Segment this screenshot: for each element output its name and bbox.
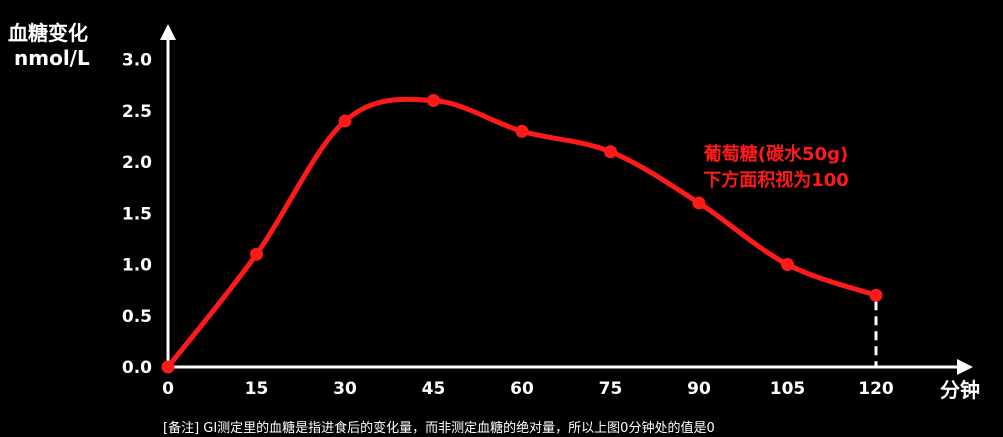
- series-line-glucose: [165, 96, 879, 370]
- x-tick-label: 45: [422, 379, 446, 399]
- x-tick-label: 120: [858, 379, 894, 399]
- x-tick-label: 90: [687, 379, 711, 399]
- x-axis-arrow-icon: [957, 359, 973, 375]
- data-point: [692, 196, 706, 210]
- data-point: [338, 114, 352, 128]
- data-points: [161, 94, 883, 374]
- data-point: [869, 288, 883, 302]
- data-point: [161, 360, 175, 374]
- y-tick-label: 1.5: [122, 204, 152, 224]
- x-ticks: 0 15 30 45 60 75 90 105 120: [162, 379, 894, 399]
- x-axis-title: 分钟: [940, 378, 980, 402]
- series-label-line1: 葡萄糖(碳水50g): [703, 143, 848, 165]
- y-tick-label: 2.5: [122, 102, 152, 122]
- y-axis-title-line1: 血糖变化: [8, 21, 88, 45]
- y-axis-arrow-icon: [160, 24, 176, 40]
- y-tick-label: 0.0: [122, 358, 152, 378]
- data-point: [427, 94, 440, 107]
- footnote: [备注] GI测定里的血糖是指进食后的变化量，而非测定血糖的绝对量，所以上图0分…: [163, 420, 715, 436]
- y-ticks: 0.0 0.5 1.0 1.5 2.0 2.5 3.0: [122, 51, 152, 379]
- x-tick-label: 75: [599, 379, 623, 399]
- y-tick-label: 2.0: [122, 153, 152, 173]
- series-label-line2: 下方面积视为100: [703, 169, 849, 191]
- y-tick-label: 3.0: [122, 51, 152, 71]
- x-tick-label: 0: [162, 379, 174, 399]
- y-tick-label: 1.0: [122, 256, 152, 276]
- data-point: [781, 258, 794, 271]
- axes: [160, 24, 973, 375]
- x-tick-label: 60: [510, 379, 534, 399]
- y-axis-title-line2: nmol/L: [14, 46, 90, 70]
- data-point: [604, 145, 617, 159]
- x-tick-label: 15: [245, 379, 269, 399]
- x-tick-label: 30: [333, 379, 357, 399]
- data-point: [515, 124, 529, 138]
- y-tick-label: 0.5: [122, 307, 152, 327]
- x-tick-label: 105: [770, 379, 806, 399]
- data-point: [250, 247, 263, 261]
